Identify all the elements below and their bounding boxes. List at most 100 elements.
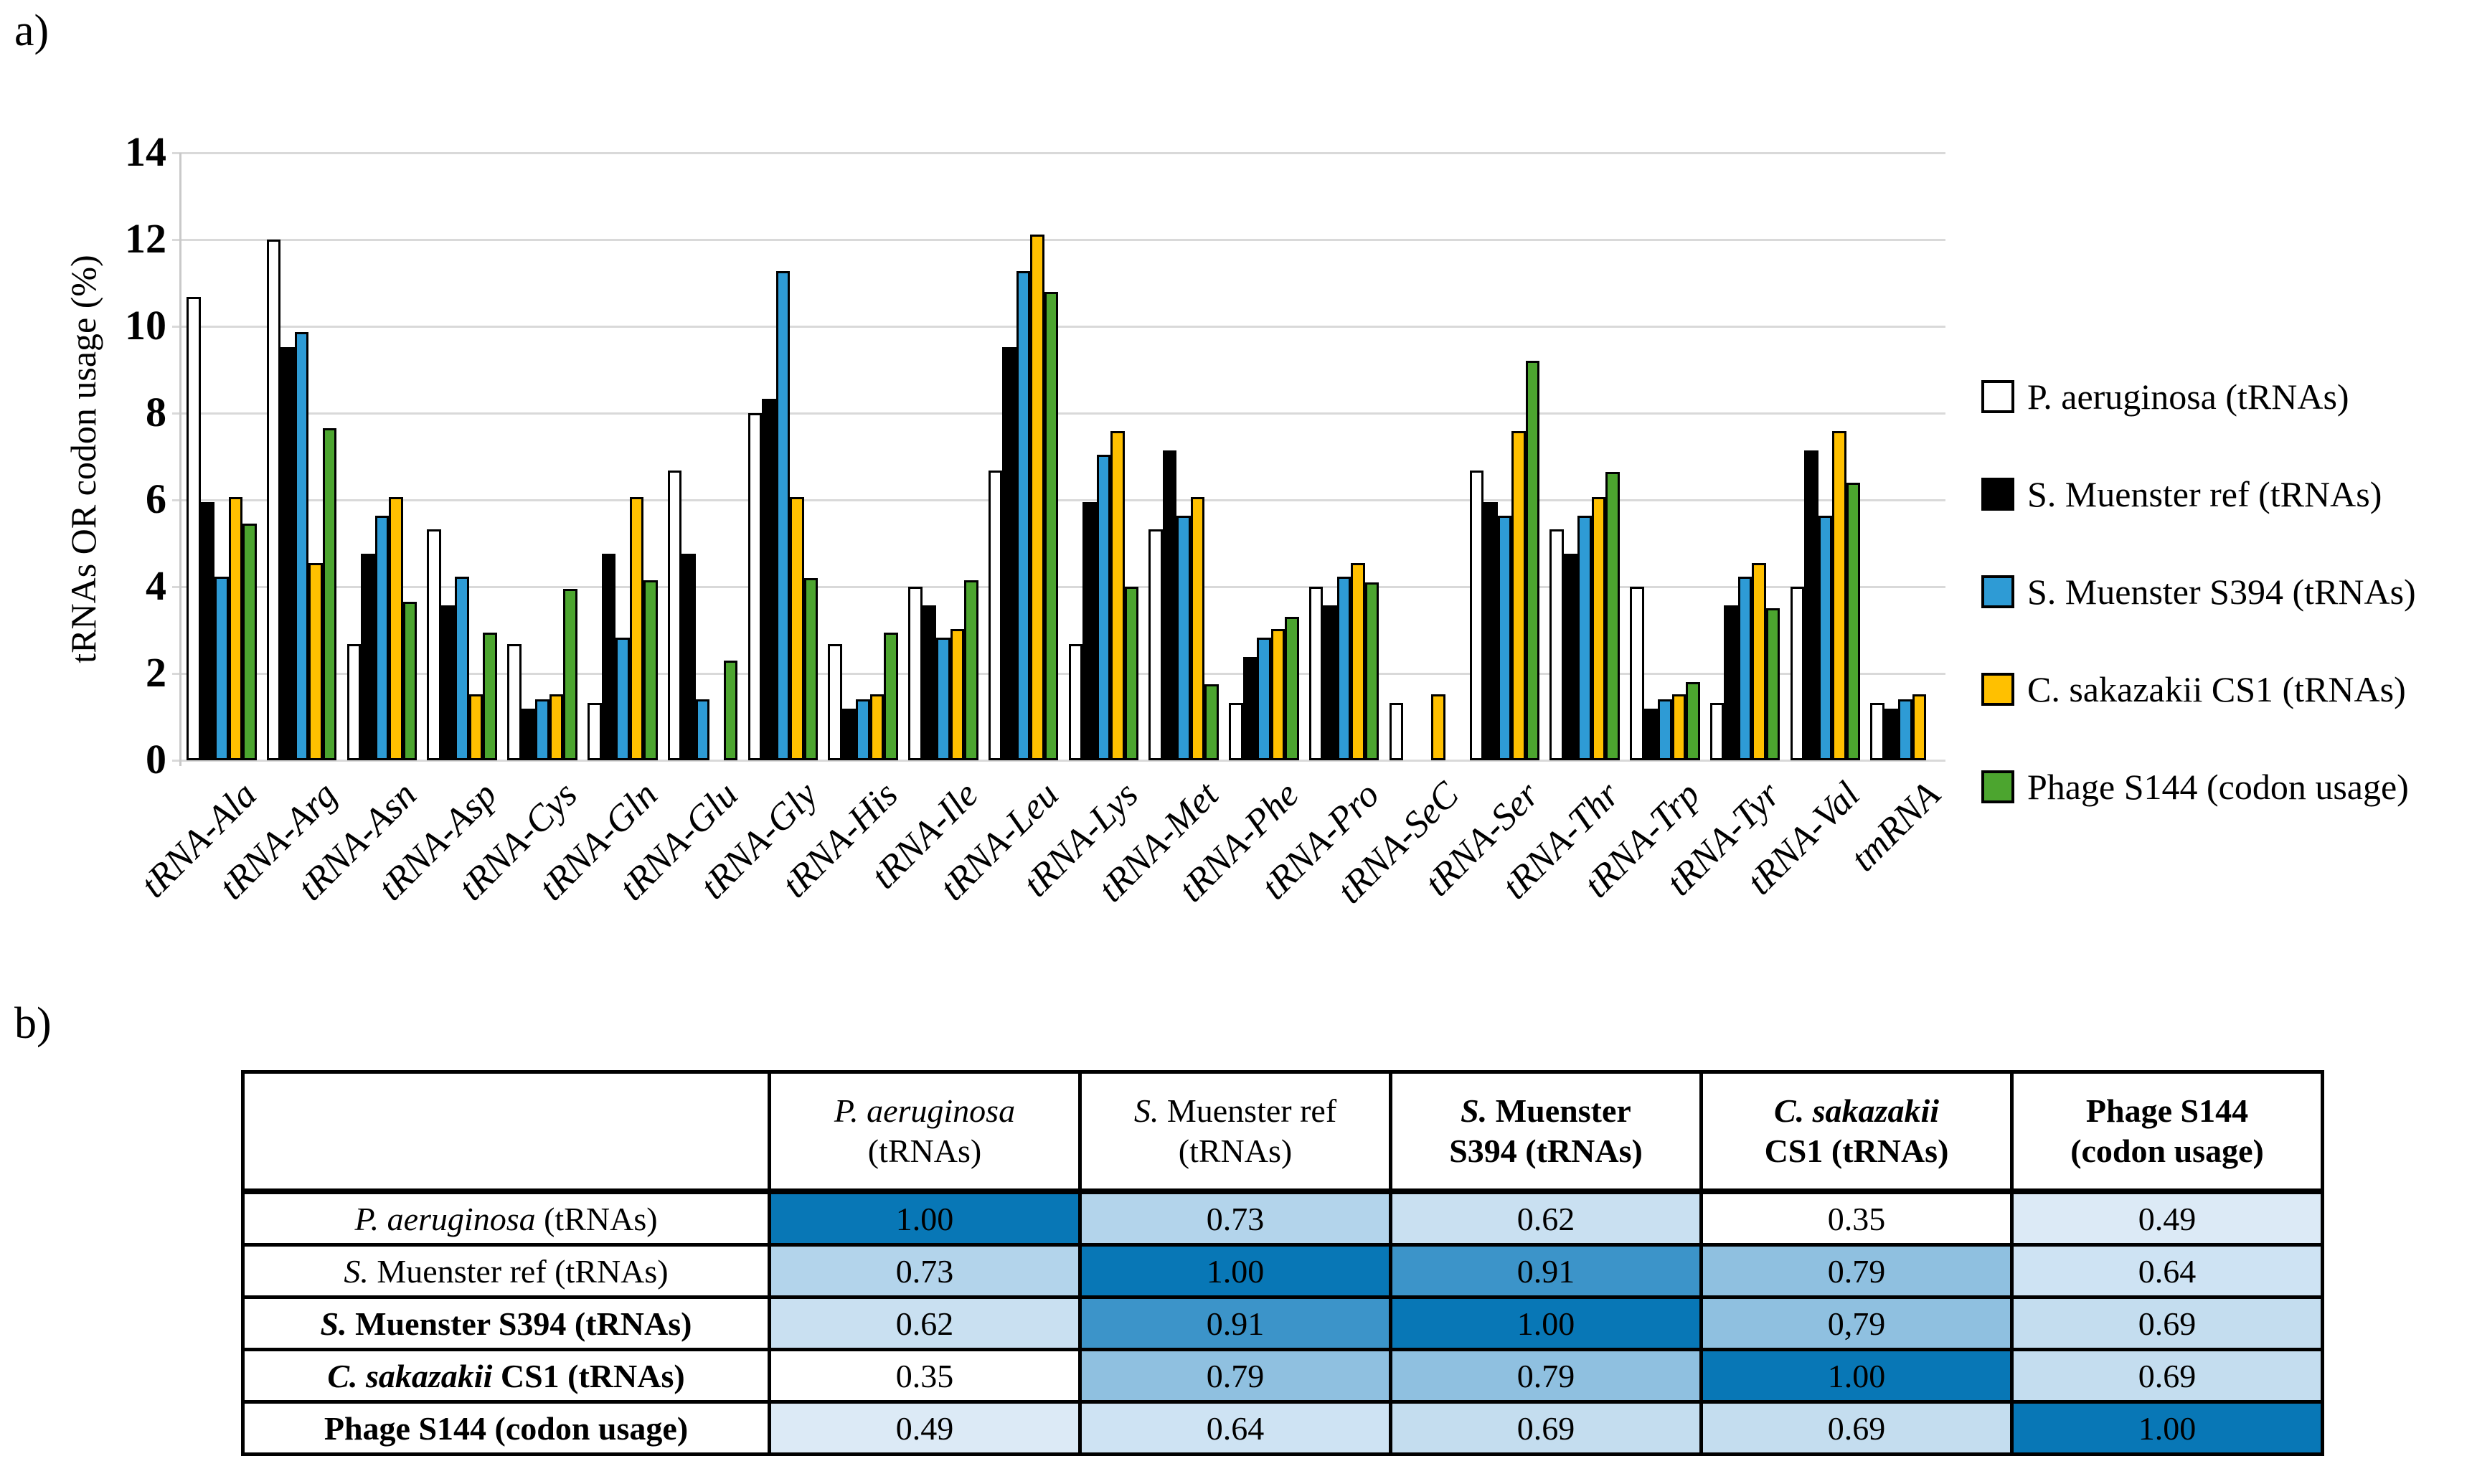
correlation-cell: 0.79 bbox=[1078, 1348, 1392, 1404]
table-text: CS1 (tRNAs) bbox=[492, 1357, 685, 1394]
correlation-cell: 0.69 bbox=[2010, 1295, 2324, 1351]
bar-P-tRNA-Arg bbox=[266, 240, 281, 760]
table-text: (tRNAs) bbox=[535, 1200, 658, 1237]
table-row: C. sakazakii CS1 (tRNAs) 0.35 0.79 0.79 1.00… bbox=[241, 1348, 2324, 1404]
table-text: S. bbox=[344, 1252, 369, 1290]
correlation-cell: 0.91 bbox=[1078, 1295, 1392, 1351]
y-axis-line bbox=[179, 153, 181, 766]
bar-Phage-tRNA-Glu bbox=[723, 660, 738, 760]
correlation-cell: 1.00 bbox=[2010, 1400, 2324, 1456]
table-text: (tRNAs) bbox=[867, 1133, 982, 1169]
bar-P-tRNA-Leu bbox=[988, 471, 1003, 760]
bar-P-tRNA-Asn bbox=[346, 644, 362, 760]
bar-S-tRNA-Tyr bbox=[1724, 605, 1738, 760]
bar-Phage-tRNA-Leu bbox=[1044, 291, 1059, 760]
bar-C-tRNA-Cys bbox=[549, 694, 564, 760]
table-text: S. bbox=[1133, 1092, 1159, 1129]
correlation-cell: 0.62 bbox=[768, 1295, 1082, 1351]
table-text: Phage S144 (codon usage) bbox=[324, 1409, 689, 1447]
column-header: C. sakazakii CS1 (tRNAs) bbox=[1699, 1070, 2014, 1194]
legend-item: P. aeruginosa (tRNAs) bbox=[1981, 379, 2416, 415]
correlation-cell: 0.49 bbox=[768, 1400, 1082, 1456]
correlation-cell: 0.69 bbox=[2010, 1348, 2324, 1404]
table-corner-cell bbox=[241, 1070, 771, 1194]
bar-S-tRNA-Gly bbox=[775, 271, 791, 760]
correlation-cell: 1.00 bbox=[768, 1189, 1082, 1247]
correlation-cell: 0.64 bbox=[2010, 1243, 2324, 1299]
table-text: Muenster ref (tRNAs) bbox=[368, 1252, 669, 1290]
bar-S-tRNA-Cys bbox=[535, 699, 549, 760]
gridline bbox=[172, 759, 1945, 762]
table-row: P. aeruginosa (tRNAs) 1.00 0.73 0.62 0.35 0.4… bbox=[241, 1189, 2324, 1247]
bar-P-tRNA-Pro bbox=[1308, 587, 1324, 760]
bar-S-tRNA-Thr bbox=[1577, 516, 1592, 760]
legend-swatch-icon bbox=[1981, 770, 2014, 803]
correlation-cell: 0.35 bbox=[768, 1348, 1082, 1404]
bar-S-tRNA-Glu bbox=[695, 699, 710, 760]
table-text: S394 (tRNAs) bbox=[1449, 1133, 1643, 1169]
table-text: Phage S144 bbox=[2085, 1092, 2249, 1129]
bar-P-tRNA-Ala bbox=[187, 297, 201, 760]
correlation-cell: 1.00 bbox=[1389, 1295, 1703, 1351]
legend-label: Phage S144 (codon usage) bbox=[2027, 767, 2409, 807]
bar-S-tRNA-Tyr bbox=[1737, 577, 1752, 760]
bar-P-tRNA-Phe bbox=[1229, 702, 1243, 760]
bar-C-tRNA-Lys bbox=[1110, 431, 1125, 760]
table-text: P. aeruginosa bbox=[834, 1092, 1016, 1129]
bar-S-tmRNA bbox=[1898, 699, 1912, 760]
bar-C-tRNA-Ile bbox=[950, 628, 965, 760]
column-header: S. Muenster ref (tRNAs) bbox=[1078, 1070, 1392, 1194]
bar-C-tRNA-Tyr bbox=[1752, 562, 1766, 760]
bar-Phage-tRNA-Gly bbox=[803, 577, 819, 760]
legend-label: S. Muenster S394 (tRNAs) bbox=[2027, 572, 2416, 612]
bar-C-tmRNA bbox=[1912, 694, 1927, 760]
bar-S-tRNA-Gly bbox=[762, 399, 776, 760]
row-header: S. Muenster ref (tRNAs) bbox=[241, 1243, 771, 1299]
bar-P-tRNA-Val bbox=[1790, 587, 1805, 760]
bar-Phage-tRNA-Met bbox=[1204, 684, 1219, 760]
bar-Phage-tRNA-Asn bbox=[402, 602, 417, 760]
bar-S-tRNA-Ser bbox=[1483, 502, 1498, 760]
correlation-cell: 0.69 bbox=[1699, 1400, 2014, 1456]
correlation-cell: 1.00 bbox=[1078, 1243, 1392, 1299]
bar-S-tRNA-Val bbox=[1818, 516, 1833, 760]
bar-P-tRNA-Trp bbox=[1630, 587, 1644, 760]
bar-P-tRNA-Gly bbox=[747, 413, 763, 760]
y-tick-label: 0 bbox=[146, 736, 166, 783]
table-row: Phage S144 (codon usage) 0.49 0.64 0.69 0.69… bbox=[241, 1400, 2324, 1456]
bar-Phage-tRNA-Trp bbox=[1686, 682, 1700, 760]
row-header: P. aeruginosa (tRNAs) bbox=[241, 1189, 771, 1247]
correlation-cell: 0.64 bbox=[1078, 1400, 1392, 1456]
y-tick-label: 6 bbox=[146, 476, 166, 522]
bar-C-tRNA-Phe bbox=[1270, 628, 1285, 760]
bar-Phage-tRNA-Cys bbox=[563, 589, 577, 760]
legend-swatch-icon bbox=[1981, 478, 2014, 511]
bar-P-tRNA-Ser bbox=[1469, 471, 1483, 760]
bar-P-tRNA-Ile bbox=[908, 587, 923, 760]
legend-swatch-icon bbox=[1981, 575, 2014, 608]
legend-swatch-icon bbox=[1981, 380, 2014, 413]
bar-Phage-tRNA-Ala bbox=[242, 524, 257, 760]
bar-Phage-tRNA-Pro bbox=[1364, 582, 1379, 760]
table-text: Muenster bbox=[1487, 1092, 1631, 1129]
bar-C-tRNA-Asp bbox=[468, 694, 483, 760]
legend-item: S. Muenster S394 (tRNAs) bbox=[1981, 574, 2416, 610]
bar-C-tRNA-Asn bbox=[389, 497, 403, 760]
table-row: S. Muenster S394 (tRNAs) 0.62 0.91 1.00 0,79… bbox=[241, 1295, 2324, 1351]
gridline bbox=[172, 498, 1945, 501]
legend-swatch-icon bbox=[1981, 673, 2014, 706]
gridline bbox=[172, 151, 1945, 154]
correlation-cell: 0.62 bbox=[1389, 1189, 1703, 1247]
table-text: P. aeruginosa bbox=[354, 1200, 536, 1237]
bar-C-tRNA-Ser bbox=[1511, 431, 1526, 760]
bar-P-tRNA-Gln bbox=[588, 702, 602, 760]
bar-S-tRNA-Leu bbox=[1002, 347, 1016, 760]
gridline bbox=[172, 412, 1945, 415]
table-text: (codon usage) bbox=[2070, 1133, 2264, 1169]
table-text: S. bbox=[320, 1305, 347, 1342]
y-tick-label: 2 bbox=[146, 649, 166, 696]
gridline bbox=[172, 325, 1945, 328]
bar-C-tRNA-Trp bbox=[1671, 694, 1686, 760]
bar-S-tRNA-Trp bbox=[1643, 709, 1659, 760]
bar-Phage-tRNA-Arg bbox=[322, 428, 337, 760]
